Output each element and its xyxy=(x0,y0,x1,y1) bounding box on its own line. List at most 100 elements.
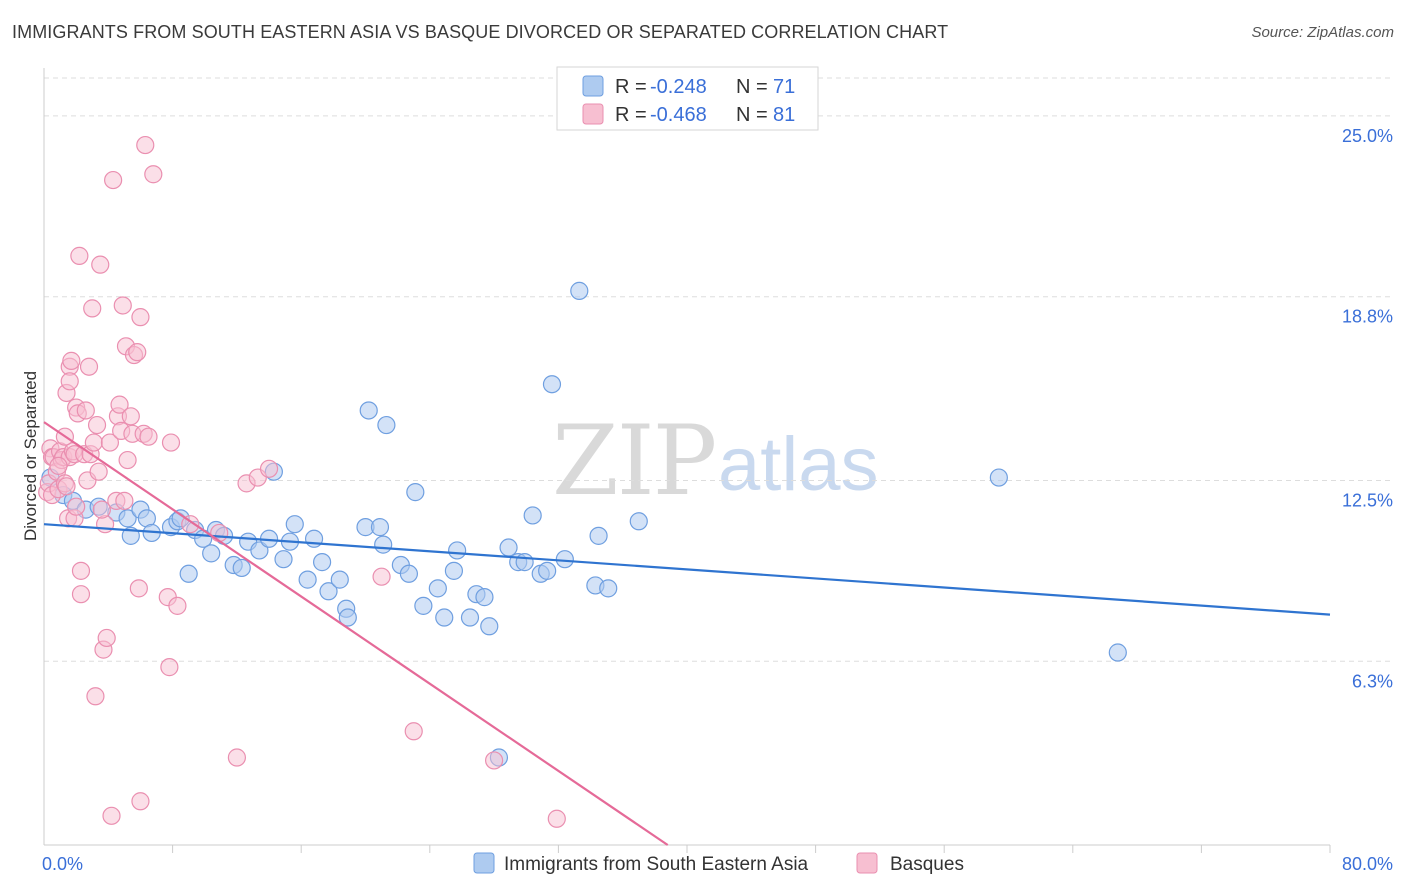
data-point-pink xyxy=(128,343,147,362)
data-point-blue xyxy=(428,579,447,598)
data-point-blue xyxy=(629,512,648,531)
data-point-blue xyxy=(232,558,251,578)
y-axis-label: Divorced or Separated xyxy=(21,371,40,541)
data-point-pink xyxy=(87,415,107,435)
data-point-pink xyxy=(91,255,110,274)
x-tick-label: 80.0% xyxy=(1342,854,1393,874)
data-point-pink xyxy=(259,459,279,478)
data-point-pink xyxy=(97,628,116,648)
data-point-blue xyxy=(399,564,419,583)
data-point-blue xyxy=(304,529,324,548)
data-point-pink xyxy=(49,456,68,475)
y-tick-label: 6.3% xyxy=(1352,671,1393,691)
data-point-pink xyxy=(104,170,123,190)
data-point-pink xyxy=(113,296,132,315)
data-point-pink xyxy=(86,687,105,706)
data-point-blue xyxy=(250,541,269,560)
data-point-pink xyxy=(89,462,108,481)
data-point-pink xyxy=(71,561,91,580)
data-point-blue xyxy=(435,608,454,627)
legend-n-label-blue: N = xyxy=(736,76,768,98)
data-point-blue xyxy=(118,509,137,528)
legend-r-label-blue: R = xyxy=(615,76,647,98)
data-point-pink xyxy=(92,500,111,519)
data-point-blue xyxy=(359,401,378,420)
data-point-blue xyxy=(444,561,464,580)
data-point-blue xyxy=(515,553,534,572)
data-point-blue xyxy=(475,588,494,607)
data-point-pink xyxy=(129,579,148,598)
trend-line-blue xyxy=(43,523,1331,616)
correlation-legend: R = -0.248 N = 71 R = -0.468 N = 81 xyxy=(556,66,819,131)
data-point-pink xyxy=(136,135,155,155)
chart-title: IMMIGRANTS FROM SOUTH EASTERN ASIA VS BA… xyxy=(12,22,949,42)
data-point-blue xyxy=(480,617,499,636)
data-point-pink xyxy=(76,401,95,420)
legend-r-value-pink: -0.468 xyxy=(650,104,707,126)
tick-labels: 6.3% 12.5% 18.8% 25.0% 0.0% 80.0% xyxy=(42,126,1393,874)
data-point-pink xyxy=(131,792,150,811)
data-point-pink xyxy=(110,395,129,414)
data-point-pink xyxy=(485,751,504,770)
data-point-blue xyxy=(499,538,518,557)
watermark-atlas: atlas xyxy=(718,422,879,507)
data-point-pink xyxy=(227,748,246,767)
data-point-blue xyxy=(570,281,589,300)
legend-n-label-pink: N = xyxy=(736,104,768,126)
data-point-blue xyxy=(370,518,390,537)
data-point-blue xyxy=(274,550,293,569)
data-point-pink xyxy=(161,433,181,452)
series-blue-points xyxy=(41,281,1127,767)
data-point-blue xyxy=(202,544,221,563)
data-point-pink xyxy=(139,427,158,446)
data-point-pink xyxy=(100,433,120,452)
data-point-blue xyxy=(1108,643,1127,662)
data-point-pink xyxy=(160,658,179,677)
legend-n-value-blue: 71 xyxy=(773,76,795,98)
data-point-blue xyxy=(338,608,357,627)
data-point-blue xyxy=(989,468,1008,487)
data-point-blue xyxy=(599,579,618,598)
series-pink-points xyxy=(38,135,566,828)
data-point-blue xyxy=(555,550,574,569)
data-point-blue xyxy=(414,596,433,615)
x-tick-label: 0.0% xyxy=(42,854,83,874)
data-point-blue xyxy=(319,582,338,601)
data-point-blue xyxy=(330,570,349,589)
data-point-blue xyxy=(542,375,562,394)
data-point-blue xyxy=(298,570,317,589)
bottom-legend-swatch-blue xyxy=(473,852,495,874)
data-point-pink xyxy=(79,357,99,376)
data-point-blue xyxy=(589,526,608,545)
data-point-pink xyxy=(115,491,134,510)
legend-swatch-pink xyxy=(582,103,604,125)
data-point-pink xyxy=(57,477,76,496)
data-point-blue xyxy=(406,483,425,502)
data-point-blue xyxy=(538,561,557,580)
data-point-pink xyxy=(144,165,163,184)
legend-r-value-blue: -0.248 xyxy=(650,76,707,98)
trend-line-pink xyxy=(43,421,669,846)
data-point-pink xyxy=(210,523,229,543)
data-point-pink xyxy=(372,567,391,586)
data-point-blue xyxy=(448,541,467,560)
data-point-blue xyxy=(523,506,542,525)
data-point-pink xyxy=(70,246,89,265)
data-point-pink xyxy=(168,596,187,615)
bottom-legend-label-pink: Basques xyxy=(890,854,964,875)
data-point-blue xyxy=(377,415,396,435)
data-point-pink xyxy=(60,372,79,391)
series-legend: Immigrants from South Eastern Asia Basqu… xyxy=(473,852,964,875)
data-point-pink xyxy=(84,433,103,452)
data-point-pink xyxy=(181,515,200,534)
y-tick-label: 12.5% xyxy=(1342,490,1393,510)
data-point-pink xyxy=(404,722,423,741)
trend-lines xyxy=(43,421,1331,846)
data-point-pink xyxy=(118,450,137,470)
data-point-blue xyxy=(179,564,198,583)
legend-n-value-pink: 81 xyxy=(773,104,795,126)
source-credit: Source: ZipAtlas.com xyxy=(1251,24,1394,41)
legend-r-label-pink: R = xyxy=(615,104,647,126)
